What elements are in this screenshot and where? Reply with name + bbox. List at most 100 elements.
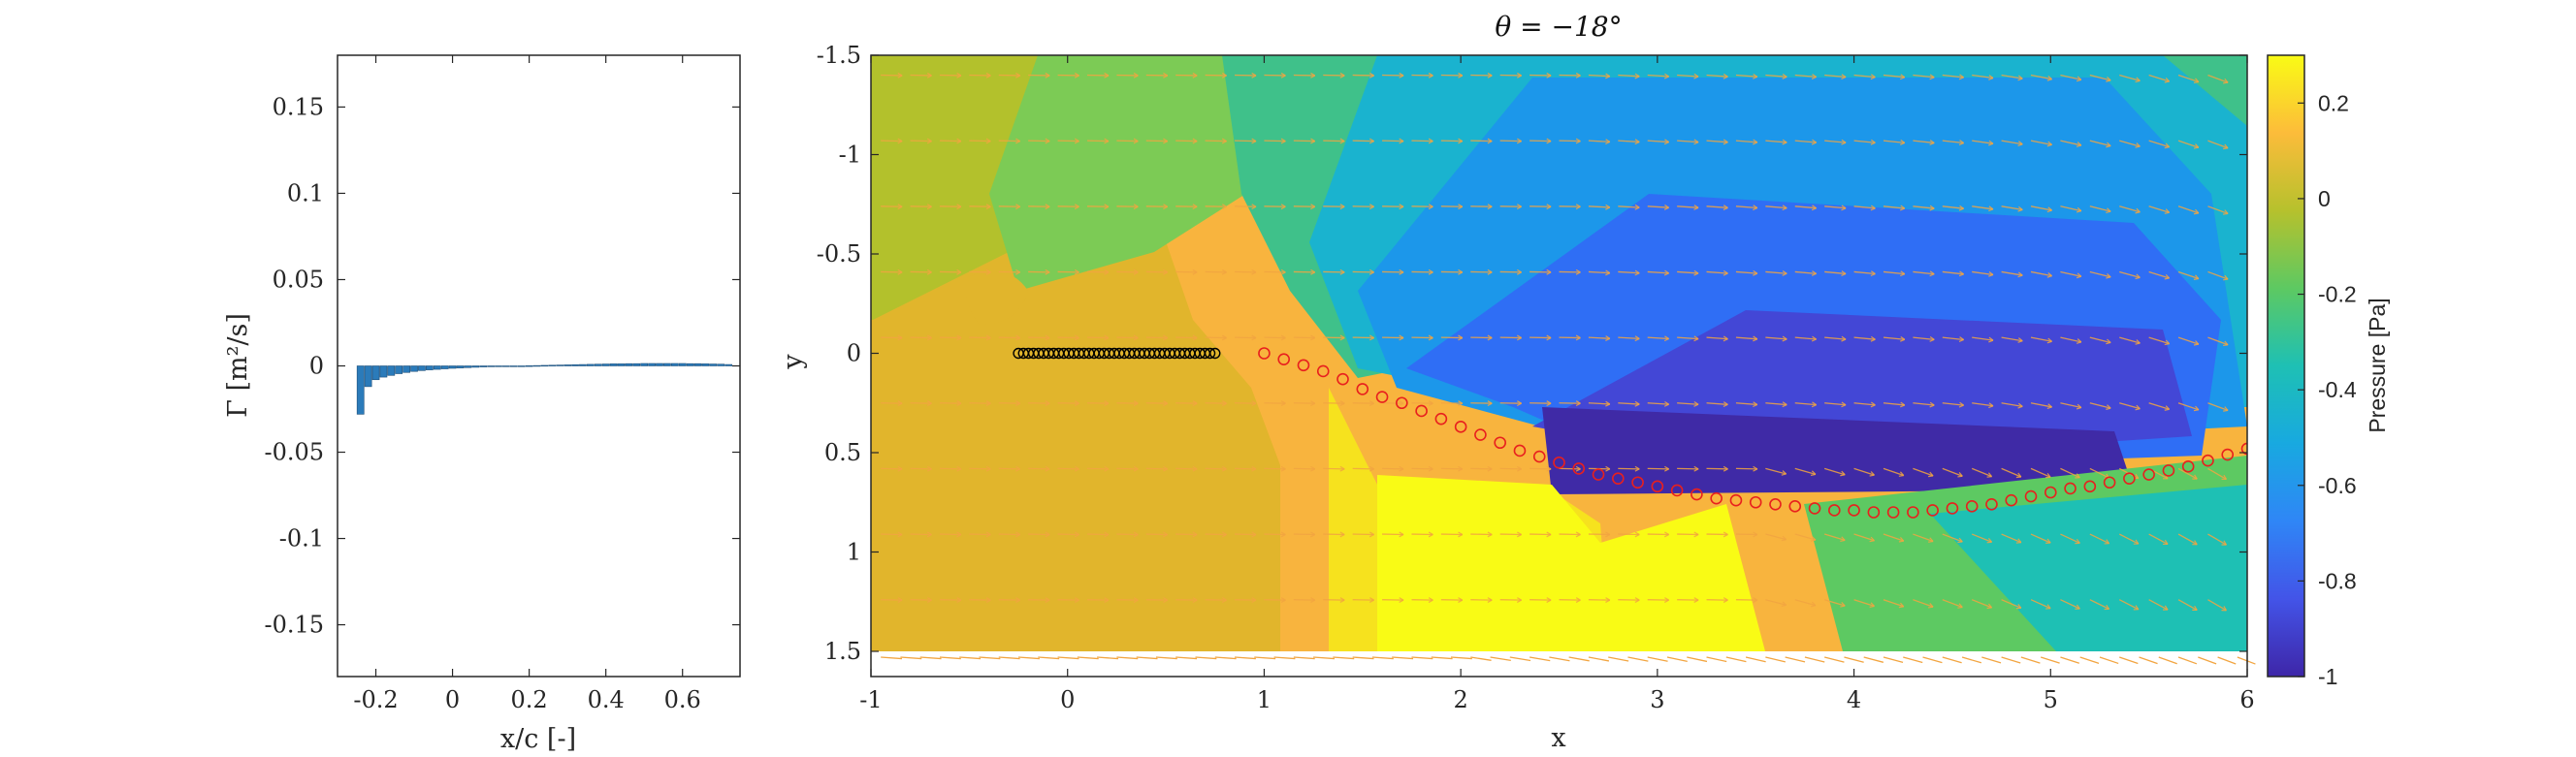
velocity-arrowhead [1693,205,1699,210]
velocity-arrowhead [2076,206,2082,213]
velocity-arrowhead [956,138,962,144]
velocity-arrowhead [1428,531,1433,538]
velocity-arrow [1706,336,1728,340]
velocity-arrowhead [1958,270,1965,277]
velocity-arrow [1647,336,1669,340]
velocity-arrowhead [1487,138,1493,144]
bar [440,365,449,369]
velocity-arrowhead [1192,268,1198,275]
velocity-arrow [1706,140,1728,143]
velocity-arrow [1677,402,1699,405]
velocity-arrow [2207,599,2227,612]
velocity-arrowhead [1163,204,1169,210]
velocity-arrowhead [1664,597,1670,603]
velocity-arrowhead [1310,334,1316,341]
velocity-arrowhead [1045,204,1050,210]
velocity-arrow [1913,74,1935,79]
velocity-arrow [2089,205,2111,212]
velocity-arrowhead [1958,401,1965,408]
velocity-arrowhead [1074,531,1079,538]
velocity-arrowhead [1988,271,1994,277]
velocity-arrowhead [1192,138,1198,144]
velocity-arrow [1175,656,1198,660]
velocity-arrow [1971,599,1992,609]
velocity-arrowhead [1723,139,1728,145]
velocity-arrow [1735,74,1757,78]
bar-x-axis-label: x/c [-] [500,724,576,754]
velocity-arrowhead [1221,465,1227,472]
bar [656,363,663,366]
wake-point [1926,504,1939,517]
velocity-arrow [1853,402,1876,406]
bar [387,365,396,376]
velocity-arrowhead [956,268,962,275]
velocity-arrowhead [1811,401,1818,408]
bar [640,363,649,366]
bar [433,365,441,370]
velocity-arrowhead [1693,73,1699,79]
wake-point [1454,421,1467,433]
velocity-arrowhead [1811,270,1818,276]
velocity-arrow [1804,656,1825,663]
velocity-arrowhead [1870,335,1876,342]
velocity-arrow [2060,533,2080,544]
velocity-arrowhead [1575,268,1581,275]
velocity-arrow [1853,533,1875,542]
velocity-arrowhead [1929,74,1935,80]
velocity-arrowhead [2106,272,2111,279]
wake-point [1612,472,1625,485]
velocity-arrow [1490,656,1511,662]
velocity-arrowhead [1221,204,1227,210]
velocity-arrowhead [1428,138,1433,144]
velocity-arrowhead [1339,465,1345,472]
velocity-arrowhead [2133,539,2140,545]
velocity-arrow [959,656,982,660]
velocity-arrowhead [1163,531,1169,538]
velocity-arrowhead [1251,204,1257,210]
x-tick-label: -1 [859,686,882,713]
velocity-arrowhead [1458,268,1464,275]
velocity-arrowhead [1310,597,1316,603]
velocity-arrow [1706,205,1728,209]
velocity-arrowhead [1339,204,1345,210]
velocity-arrowhead [2106,404,2111,410]
velocity-arrow [1647,656,1668,662]
velocity-arrow [1972,140,1994,144]
velocity-arrow [1765,656,1786,663]
velocity-arrowhead [2076,76,2082,82]
velocity-arrowhead [1074,597,1079,603]
velocity-arrowhead [1546,268,1552,275]
velocity-arrowhead [985,72,991,79]
velocity-arrowhead [2223,274,2229,281]
velocity-arrow [1273,656,1296,660]
velocity-arrowhead [1487,204,1493,210]
velocity-arrowhead [2223,209,2229,215]
velocity-arrow [2148,270,2170,279]
velocity-arrow [1588,656,1610,662]
velocity-arrow [2089,402,2111,409]
velocity-arrow [2177,402,2200,411]
velocity-arrowhead [1045,531,1050,538]
velocity-arrowhead [2046,76,2052,81]
velocity-arrowhead [985,334,991,341]
wake-point [1886,506,1900,519]
velocity-arrow [2148,74,2170,82]
velocity-arrowhead [1546,400,1552,407]
velocity-arrow [2030,336,2052,342]
velocity-arrow [1765,74,1787,78]
velocity-arrowhead [1104,268,1110,275]
velocity-arrow [1785,656,1806,663]
wake-point [2103,476,2116,489]
velocity-arrow [1824,205,1847,209]
velocity-arrowhead [1280,138,1286,144]
velocity-arrow [919,656,942,660]
colorbar-ticks: 0.2 0 -0.2 -0.4 -0.6 -0.8 -1 [2298,90,2357,689]
velocity-arrowhead [1753,139,1758,145]
velocity-arrowhead [1900,74,1906,80]
velocity-arrowhead [1988,336,1994,343]
velocity-arrowhead [1399,597,1404,603]
field-x-axis-label: x [1551,723,1565,753]
velocity-arrow [1853,336,1876,340]
plate-point [1209,347,1221,360]
velocity-arrow [1972,336,1994,341]
